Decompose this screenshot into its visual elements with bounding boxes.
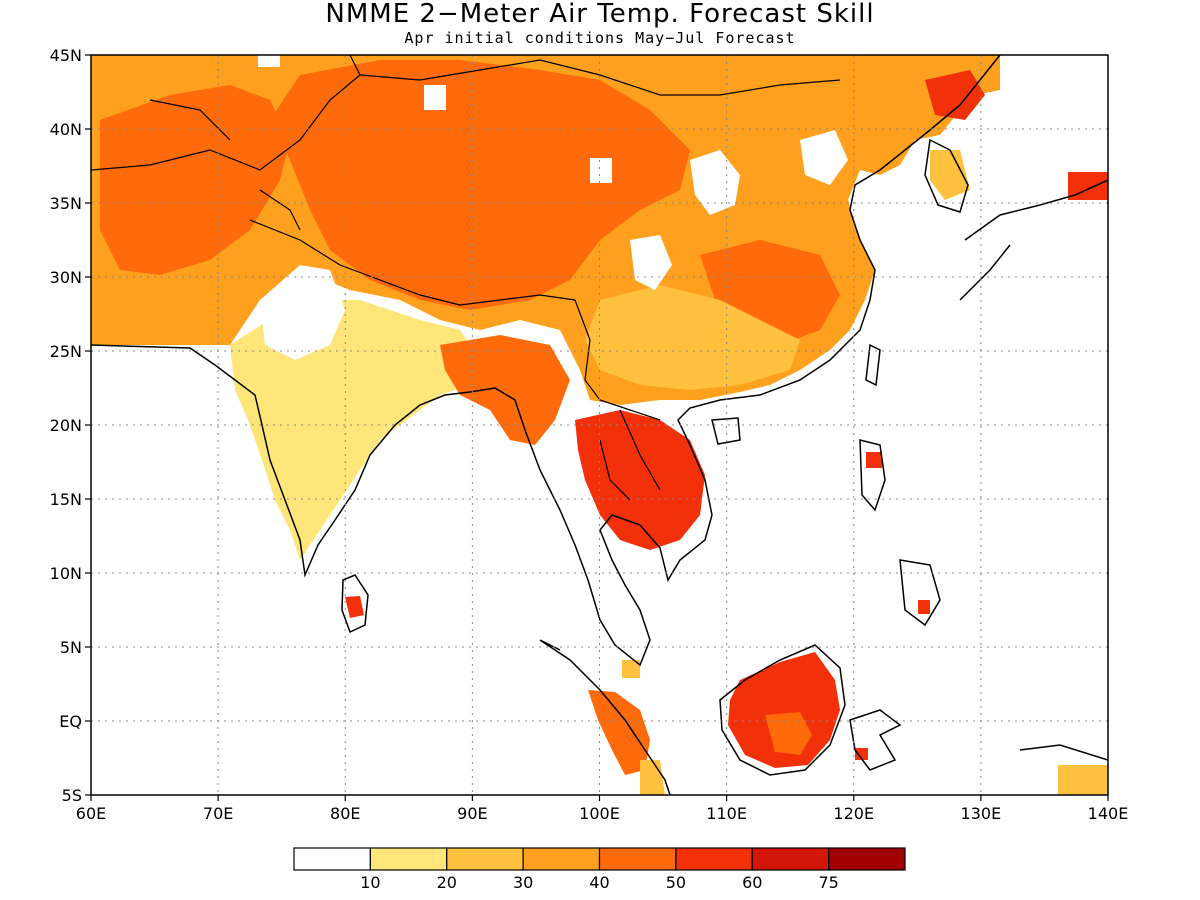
colorbar-label: 60	[742, 873, 762, 892]
missing-cell-2	[590, 158, 612, 183]
region-malaya	[622, 660, 640, 678]
region-bengal	[440, 335, 570, 445]
colorbar-swatch	[675, 847, 753, 871]
coast-sumatra	[539, 639, 671, 795]
region-sumatra	[588, 690, 650, 775]
region-manchuria-patch	[925, 70, 985, 120]
coast-south-asia	[91, 55, 1001, 667]
colorbar-label: 40	[589, 873, 609, 892]
missing-cell-3	[258, 55, 280, 67]
region-korea-patch	[930, 150, 970, 200]
colorbar-swatch	[293, 847, 371, 871]
colorbar-label: 75	[818, 873, 838, 892]
colorbar-label: 20	[437, 873, 457, 892]
region-tibet-plateau	[270, 60, 690, 310]
coastlines	[91, 55, 1108, 795]
colorbar-swatch	[369, 847, 448, 871]
coast-taiwan	[865, 343, 881, 387]
x-tick-label: 80E	[330, 804, 360, 823]
colorbar-swatch	[751, 847, 830, 871]
x-tick-label: 140E	[1088, 804, 1129, 823]
y-tick-label: EQ	[59, 712, 82, 731]
map-axes: 60E 70E 80E 90E 100E 110E 120E 130E 140E 45N 40N 35…	[50, 46, 1129, 823]
y-tick-label: 40N	[50, 120, 82, 139]
y-tick-label: 5S	[62, 786, 82, 805]
region-sri-lanka	[345, 596, 364, 618]
x-tick-label: 70E	[203, 804, 233, 823]
region-new-guinea-patch	[1058, 765, 1108, 795]
skill-shading	[91, 55, 1108, 795]
chart-title: NMME 2−Meter Air Temp. Forecast Skill	[325, 0, 875, 29]
x-tick-label: 100E	[579, 804, 620, 823]
colorbar-swatch	[598, 847, 677, 871]
y-tick-label: 5N	[60, 638, 82, 657]
y-tick-label: 35N	[50, 194, 82, 213]
colorbar: 10 20 30 40 50 60 75	[293, 847, 906, 892]
border-central-asia	[91, 55, 361, 231]
colorbar-label: 50	[666, 873, 686, 892]
x-tick-label: 110E	[706, 804, 747, 823]
region-south-china	[585, 285, 800, 390]
region-india	[230, 300, 480, 560]
coast-sri-lanka	[341, 574, 369, 634]
low-skill-gap-india	[260, 265, 345, 360]
region-west-asia-core	[100, 85, 290, 275]
coast-korea	[924, 138, 969, 213]
coast-borneo	[719, 644, 846, 776]
x-tick-label: 120E	[833, 804, 874, 823]
coast-philippines-luzon	[859, 439, 886, 512]
low-skill-gap-korea	[800, 130, 848, 185]
region-sumatra-south	[640, 760, 665, 795]
region-borneo	[728, 652, 840, 768]
region-sulawesi-patch	[855, 748, 868, 760]
lat-lon-grid	[91, 55, 1108, 795]
colorbar-label: 30	[513, 873, 533, 892]
y-tick-label: 45N	[50, 46, 82, 65]
region-borneo-core	[765, 712, 812, 755]
border-indochina	[574, 299, 661, 501]
y-tick-label: 15N	[50, 490, 82, 509]
x-tick-label: 130E	[961, 804, 1002, 823]
x-tick-label: 90E	[457, 804, 487, 823]
colorbar-swatch	[446, 847, 524, 871]
low-skill-gap-china-2	[630, 235, 672, 290]
missing-cell-1	[424, 85, 446, 110]
border-mongolia	[359, 59, 841, 96]
region-indochina-core	[595, 430, 680, 515]
region-mindanao-patch	[918, 600, 930, 614]
y-tick-label: 10N	[50, 564, 82, 583]
x-tick-label: 60E	[76, 804, 106, 823]
border-china-india	[249, 219, 576, 306]
y-tick-label: 20N	[50, 416, 82, 435]
low-skill-gap-china	[690, 150, 740, 215]
coast-new-guinea	[1019, 744, 1108, 761]
colorbar-swatch	[522, 847, 601, 871]
coast-sulawesi	[849, 709, 902, 771]
coast-philippines-mindanao	[899, 559, 941, 627]
colorbar-swatch	[828, 847, 906, 871]
coast-japan	[959, 179, 1108, 301]
colorbar-label: 10	[360, 873, 380, 892]
y-tick-label: 30N	[50, 268, 82, 287]
region-philippines-patch	[866, 452, 882, 468]
coast-hainan	[711, 417, 741, 445]
chart-subtitle: Apr initial conditions May−Jul Forecast	[404, 29, 796, 47]
y-tick-label: 25N	[50, 342, 82, 361]
